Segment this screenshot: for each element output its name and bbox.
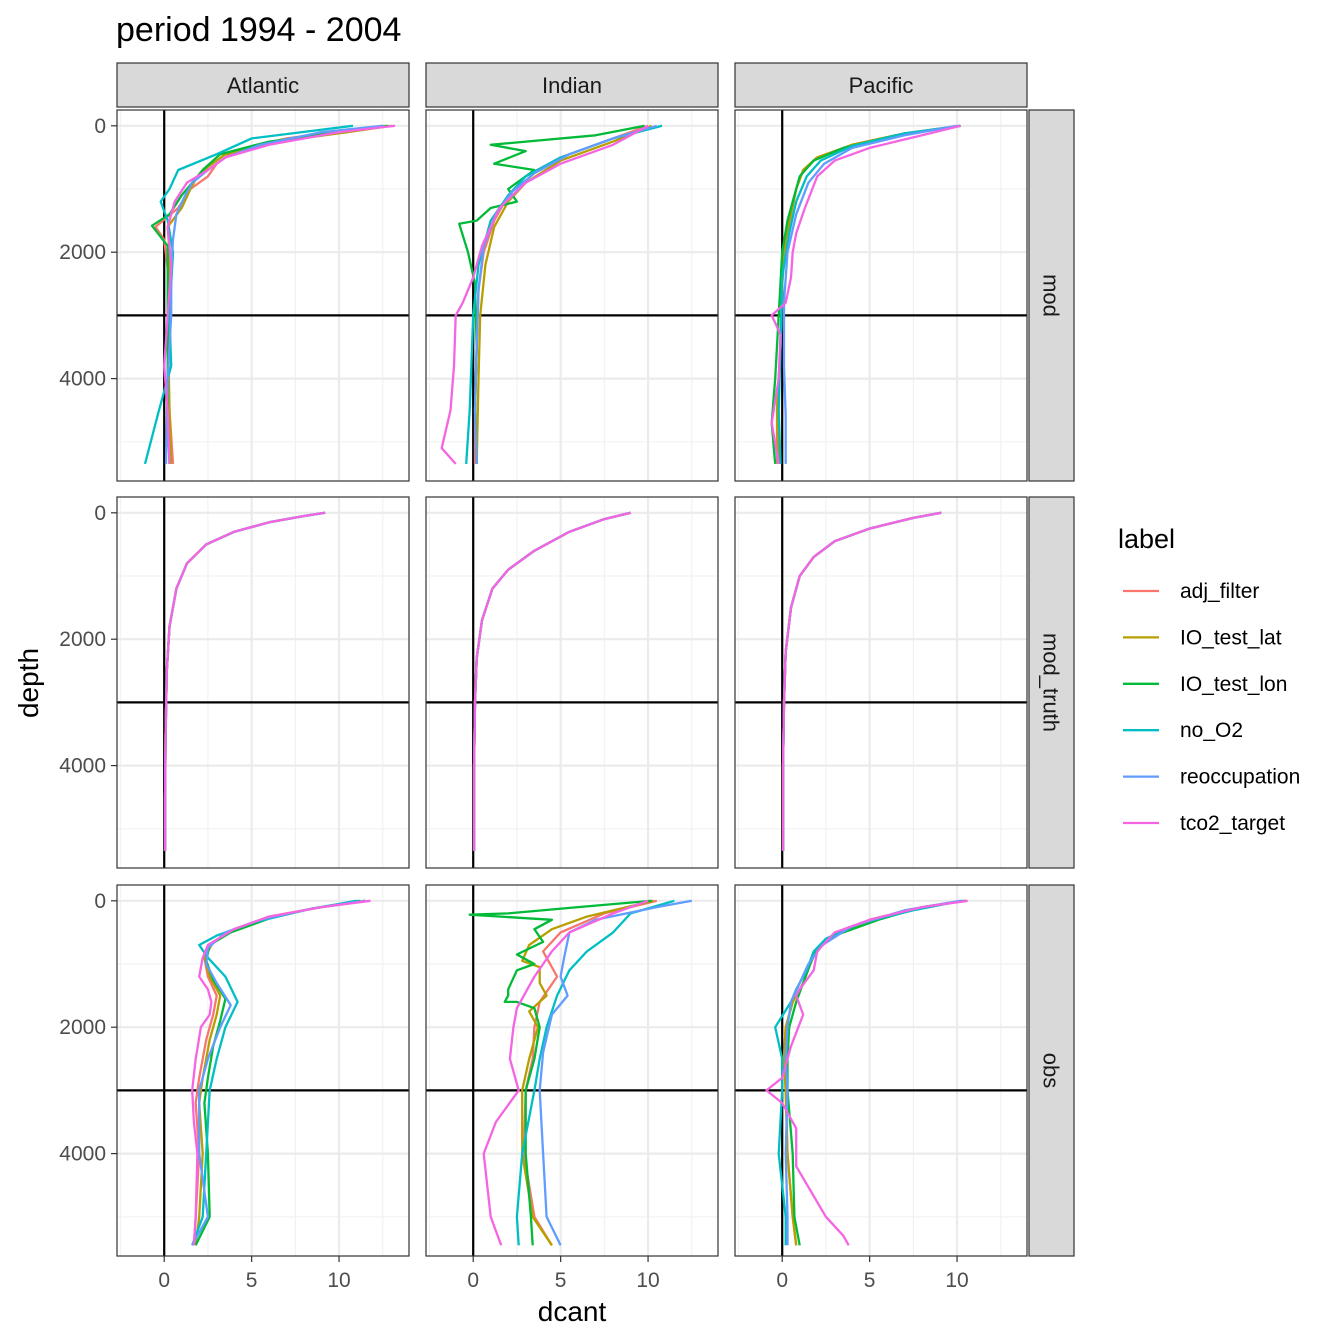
facet-strip-label: Indian bbox=[542, 73, 602, 98]
legend-label-adj_filter: adj_filter bbox=[1180, 580, 1259, 603]
series-line-tco2_target bbox=[163, 124, 396, 464]
y-tick-label: 0 bbox=[94, 115, 106, 138]
panel-background bbox=[117, 497, 409, 868]
series-line-tco2_target bbox=[765, 899, 968, 1246]
panel-mod_truth-pacific bbox=[734, 496, 1028, 869]
facet-strip-col-pacific bbox=[734, 62, 1028, 108]
panel-background bbox=[117, 110, 409, 481]
facet-strip-label: Atlantic bbox=[227, 73, 299, 98]
series-line-IO_test_lat bbox=[475, 124, 653, 464]
facet-strip-col-atlantic bbox=[116, 62, 410, 108]
legend: label adj_filter IO_test_lat IO_test_lonno… bbox=[1118, 524, 1300, 835]
x-tick-label: 0 bbox=[776, 1269, 788, 1292]
series-group bbox=[440, 124, 663, 465]
panel-background bbox=[735, 497, 1027, 868]
y-tick-label: 2000 bbox=[59, 1016, 106, 1039]
y-tick-label: 0 bbox=[94, 502, 106, 525]
panel-background bbox=[735, 885, 1027, 1256]
y-tick-label: 4000 bbox=[59, 368, 106, 391]
series-line-tco2_target bbox=[472, 511, 631, 851]
series-group bbox=[781, 511, 942, 851]
x-tick-label: 10 bbox=[636, 1269, 659, 1292]
series-line-tco2_target bbox=[440, 124, 649, 465]
series-group bbox=[770, 124, 961, 465]
legend-label-IO_test_lat: IO_test_lat bbox=[1180, 626, 1282, 649]
y-tick-label: 4000 bbox=[59, 755, 106, 778]
legend-label-reoccupation: reoccupation bbox=[1180, 766, 1300, 789]
legend-title: label bbox=[1118, 524, 1175, 554]
panel-border bbox=[734, 884, 1028, 1257]
panel-border bbox=[734, 109, 1028, 482]
panel-mod-indian bbox=[425, 109, 719, 482]
y-tick-label: 2000 bbox=[59, 241, 106, 264]
panel-border bbox=[425, 109, 719, 482]
legend-label-IO_test_lon: IO_test_lon bbox=[1180, 673, 1287, 696]
facet-strip-row-mod_truth bbox=[1028, 496, 1075, 869]
y-tick-label: 2000 bbox=[59, 628, 106, 651]
panel-border bbox=[116, 109, 410, 482]
facet-strip-label: obs bbox=[1039, 1053, 1064, 1088]
x-tick-label: 5 bbox=[555, 1269, 567, 1292]
facet-strip-row-obs bbox=[1028, 884, 1075, 1257]
series-line-IO_test_lon bbox=[786, 899, 965, 1246]
panel-mod_truth-atlantic: 0 2000 4000 bbox=[59, 496, 410, 869]
facet-strip-col-indian bbox=[425, 62, 719, 108]
x-tick-label: 5 bbox=[246, 1269, 258, 1292]
panel-border bbox=[425, 496, 719, 869]
panel-mod_truth-indian bbox=[425, 496, 719, 869]
panel-border bbox=[116, 884, 410, 1257]
series-line-IO_test_lat bbox=[521, 899, 654, 1246]
series-line-tco2_target bbox=[781, 511, 942, 851]
panel-border bbox=[425, 884, 719, 1257]
legend-label-no_O2: no_O2 bbox=[1180, 719, 1243, 742]
x-tick-label: 0 bbox=[467, 1269, 479, 1292]
legend-label-tco2_target: tco2_target bbox=[1180, 812, 1285, 835]
x-tick-label: 10 bbox=[945, 1269, 968, 1292]
panel-background bbox=[426, 497, 718, 868]
series-line-tco2_target bbox=[482, 899, 649, 1246]
x-axis-title: dcant bbox=[538, 1296, 607, 1327]
panel-obs-pacific: 0 5 10 bbox=[734, 884, 1028, 1292]
chart-title: period 1994 - 2004 bbox=[116, 11, 401, 49]
panel-background bbox=[117, 885, 409, 1256]
series-line-reoccupation bbox=[782, 124, 958, 464]
series-group bbox=[163, 511, 326, 851]
facet-strip-label: Pacific bbox=[849, 73, 914, 98]
panel-background bbox=[426, 885, 718, 1256]
series-line-tco2_target bbox=[163, 511, 326, 851]
panel-mod-atlantic: 0 2000 4000 bbox=[59, 109, 410, 482]
series-line-no_O2 bbox=[515, 899, 675, 1246]
panel-obs-atlantic: 0 2000 4000 0 5 10 bbox=[59, 884, 410, 1292]
y-axis-title: depth bbox=[13, 648, 44, 718]
y-tick-label: 4000 bbox=[59, 1143, 106, 1166]
facet-strip-label: mod_truth bbox=[1039, 633, 1064, 732]
panel-border bbox=[116, 496, 410, 869]
facet-strip-row-mod bbox=[1028, 109, 1075, 482]
series-group bbox=[765, 899, 968, 1246]
facet-strip-label: mod bbox=[1039, 274, 1064, 317]
panel-obs-indian: 0 5 10 bbox=[425, 884, 719, 1292]
series-line-reoccupation bbox=[164, 124, 383, 464]
series-line-IO_test_lon bbox=[468, 899, 652, 1246]
panel-mod-pacific bbox=[734, 109, 1028, 482]
series-line-tco2_target bbox=[770, 124, 961, 465]
series-group bbox=[468, 899, 693, 1246]
panel-border bbox=[734, 496, 1028, 869]
series-group bbox=[472, 511, 631, 851]
series-group bbox=[143, 124, 396, 465]
y-tick-label: 0 bbox=[94, 890, 106, 913]
series-line-no_O2 bbox=[143, 124, 354, 465]
series-group bbox=[191, 899, 371, 1246]
x-tick-label: 0 bbox=[158, 1269, 170, 1292]
x-tick-label: 10 bbox=[327, 1269, 350, 1292]
series-line-tco2_target bbox=[191, 899, 371, 1246]
x-tick-label: 5 bbox=[864, 1269, 876, 1292]
